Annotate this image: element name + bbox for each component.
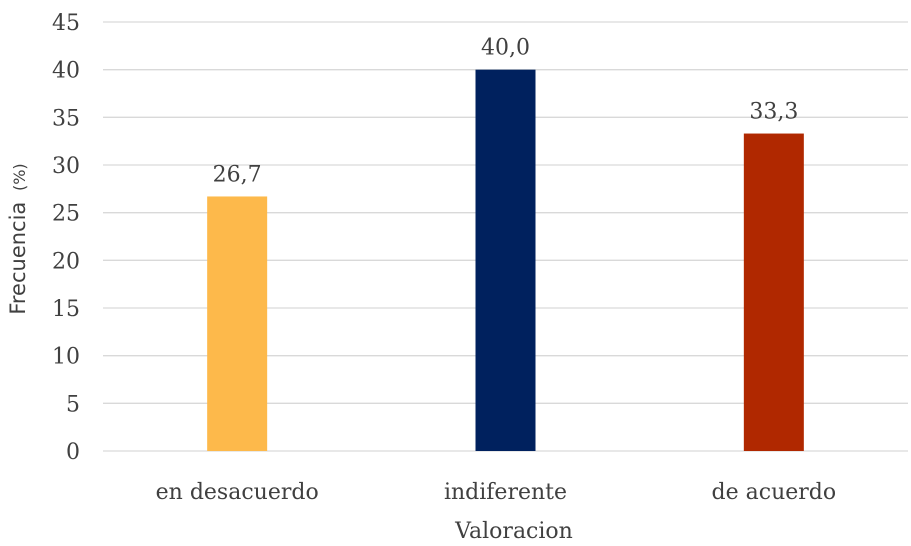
- y-tick-label: 45: [52, 11, 80, 36]
- y-tick-label: 25: [52, 202, 80, 227]
- bar: [743, 133, 804, 452]
- x-tick-label: en desacuerdo: [156, 480, 319, 505]
- y-tick-label: 0: [66, 440, 80, 465]
- y-tick-label: 10: [52, 345, 80, 370]
- y-tick-label: 30: [52, 154, 80, 179]
- data-label: 26,7: [213, 162, 262, 187]
- bars: [207, 69, 804, 452]
- y-axis-ticks: 0 5 10 15 20 25 30 35 40 45: [52, 11, 80, 465]
- y-tick-label: 5: [66, 392, 80, 417]
- bar: [207, 196, 268, 451]
- y-axis-title-unit: (%): [10, 163, 29, 191]
- data-label: 33,3: [749, 100, 798, 125]
- y-tick-label: 20: [52, 249, 80, 274]
- data-labels: 26,7 40,0 33,3: [213, 36, 799, 188]
- y-tick-label: 15: [52, 297, 80, 322]
- x-tick-label: indiferente: [444, 480, 567, 505]
- x-tick-label: de acuerdo: [712, 480, 837, 505]
- x-axis-ticks: en desacuerdo indiferente de acuerdo: [156, 480, 836, 505]
- y-tick-label: 40: [52, 59, 80, 84]
- data-label: 40,0: [481, 36, 530, 61]
- x-axis-title: Valoracion: [454, 519, 573, 544]
- bar: [475, 69, 536, 452]
- y-tick-label: 35: [52, 106, 80, 131]
- y-axis-title-text: Frecuencia: [6, 202, 30, 315]
- y-axis-title: Frecuencia (%): [6, 163, 30, 314]
